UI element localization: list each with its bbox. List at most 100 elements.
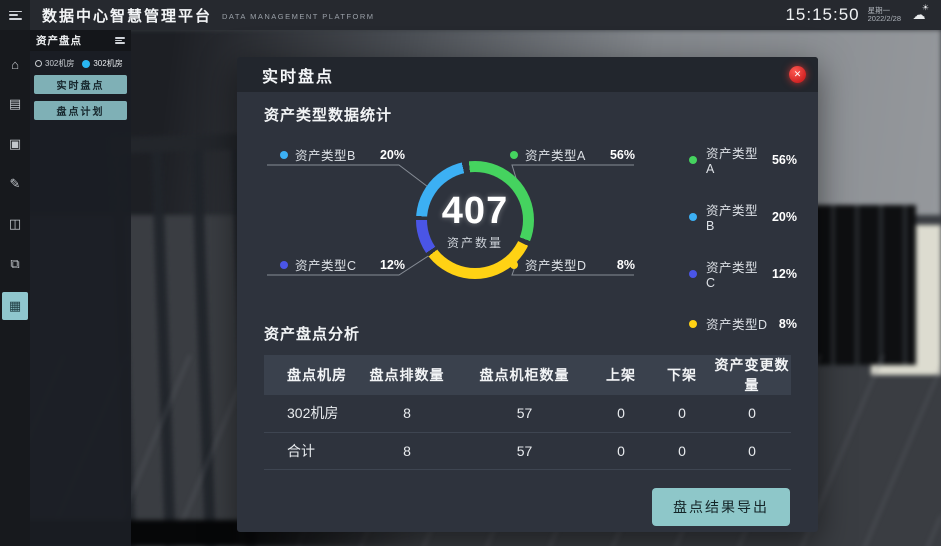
col-room: 盘点机房 xyxy=(264,355,356,395)
partly-cloudy-icon[interactable]: ☁ ☀ xyxy=(912,3,930,22)
type-c-pct: 12% xyxy=(379,257,405,272)
top-header: 数据中心智慧管理平台 DATA MANAGEMENT PLATFORM 15:1… xyxy=(0,0,941,30)
hamburger-icon-bars xyxy=(8,10,22,20)
report-icon: ▦ xyxy=(8,298,22,313)
date-block: 星期一 2022/2/28 xyxy=(867,6,901,24)
type-c-dot-icon xyxy=(280,260,288,269)
date-label: 2022/2/28 xyxy=(867,14,901,23)
asset-type-donut-chart: 资产类型B 20% 资产类型A 56% 资产类型C 12% 资产类型D 8% xyxy=(264,137,797,332)
panel-menu-icon[interactable] xyxy=(115,37,125,44)
cell-total: 合计 xyxy=(264,432,356,470)
radio-room-2[interactable]: 302机房 xyxy=(82,58,123,69)
col-rows: 盘点排数量 xyxy=(356,355,458,395)
asset-total-label: 资产数量 xyxy=(446,235,503,250)
cell: 0 xyxy=(651,432,713,470)
realtime-inventory-button[interactable]: 实时盘点 xyxy=(34,75,127,94)
export-results-button[interactable]: 盘点结果导出 xyxy=(652,487,790,526)
table-row: 302机房 8 57 0 0 0 xyxy=(264,395,791,433)
modal-header: 实时盘点 ✕ xyxy=(237,57,818,92)
modal-title: 实时盘点 xyxy=(262,68,335,86)
panel-title: 资产盘点 xyxy=(36,35,82,47)
app-subtitle: DATA MANAGEMENT PLATFORM xyxy=(222,12,375,21)
col-mounted: 上架 xyxy=(591,355,651,395)
cell: 0 xyxy=(591,432,651,470)
inventory-analysis-table: 盘点机房 盘点排数量 盘点机柜数量 上架 下架 资产变更数量 302机房 8 5… xyxy=(264,355,791,470)
legend-a-name: 资产类型A xyxy=(706,147,759,176)
legend-item-c: 资产类型C 12% xyxy=(689,257,797,290)
sidebar-item-links[interactable]: ⧉ xyxy=(2,252,28,276)
header-right: 15:15:50 星期一 2022/2/28 ☁ ☀ xyxy=(785,3,941,25)
cell: 57 xyxy=(458,395,591,433)
cell-room-302: 302机房 xyxy=(264,395,356,433)
callout-type-d: 资产类型D 8% xyxy=(510,255,635,274)
donut-ring: 407 资产数量 xyxy=(416,161,534,279)
type-b-dot-icon xyxy=(280,150,288,159)
type-b-name: 资产类型B xyxy=(295,149,356,163)
type-b-pct: 20% xyxy=(379,147,405,162)
callout-type-b: 资产类型B 20% xyxy=(280,145,405,164)
col-cabinets: 盘点机柜数量 xyxy=(458,355,591,395)
cell: 0 xyxy=(651,395,713,433)
monitor-icon: ◫ xyxy=(8,216,22,231)
type-d-name: 资产类型D xyxy=(525,259,587,273)
legend-a-dot-icon xyxy=(689,155,697,164)
donut-center: 407 资产数量 xyxy=(427,172,523,268)
type-a-dot-icon xyxy=(510,150,518,159)
table-section-title: 资产盘点分析 xyxy=(264,326,361,343)
legend-a-pct: 56% xyxy=(771,152,797,167)
pen-icon: ✎ xyxy=(9,176,21,191)
legend-d-pct: 8% xyxy=(778,316,797,331)
icon-sidebar: ⌂ ▤ ▣ ✎ ◫ ⧉ ▦ xyxy=(0,30,30,546)
room-radio-group: 302机房 302机房 xyxy=(30,51,131,75)
asset-total-value: 407 xyxy=(441,189,509,232)
sidebar-item-gallery[interactable]: ▣ xyxy=(2,132,28,156)
radio-room-1[interactable]: 302机房 xyxy=(35,58,74,69)
cell: 8 xyxy=(356,395,458,433)
cell: 0 xyxy=(713,395,791,433)
modal-body: 资产类型数据统计 资产类型B 20% 资产类型A 56% xyxy=(237,92,818,526)
table-header-row: 盘点机房 盘点排数量 盘点机柜数量 上架 下架 资产变更数量 xyxy=(264,355,791,395)
legend-item-d: 资产类型D 8% xyxy=(689,314,797,333)
legend-item-b: 资产类型B 20% xyxy=(689,200,797,233)
app-title: 数据中心智慧管理平台 xyxy=(42,7,213,25)
hamburger-icon[interactable] xyxy=(0,0,30,30)
legend-c-name: 资产类型C xyxy=(706,261,759,290)
legend-b-pct: 20% xyxy=(771,209,797,224)
asset-inventory-panel: 资产盘点 302机房 302机房 实时盘点 盘点计划 xyxy=(30,30,131,546)
sidebar-item-monitor[interactable]: ◫ xyxy=(2,212,28,236)
type-a-pct: 56% xyxy=(609,147,635,162)
cell: 0 xyxy=(591,395,651,433)
callout-type-c: 资产类型C 12% xyxy=(280,255,405,274)
chart-legend: 资产类型A 56% 资产类型B 20% 资产类型C 12% xyxy=(689,143,797,333)
sidebar-item-annotate[interactable]: ✎ xyxy=(2,172,28,196)
radio-room-1-label: 302机房 xyxy=(45,59,75,68)
clock: 15:15:50 xyxy=(785,5,860,24)
type-d-dot-icon xyxy=(510,260,518,269)
panel-header: 资产盘点 xyxy=(30,30,131,51)
server-rack-icon: ▤ xyxy=(8,96,22,111)
type-a-name: 资产类型A xyxy=(525,149,586,163)
cell: 8 xyxy=(356,432,458,470)
legend-d-name: 资产类型D xyxy=(706,318,768,332)
chart-section-title: 资产类型数据统计 xyxy=(264,107,393,124)
type-c-name: 资产类型C xyxy=(295,259,357,273)
legend-c-dot-icon xyxy=(689,269,697,278)
sidebar-item-inventory-active[interactable]: ▦ xyxy=(2,292,28,320)
callout-type-a: 资产类型A 56% xyxy=(510,145,635,164)
legend-b-dot-icon xyxy=(689,212,697,221)
table-row-total: 合计 8 57 0 0 0 xyxy=(264,432,791,470)
cell: 57 xyxy=(458,432,591,470)
inventory-plan-button[interactable]: 盘点计划 xyxy=(34,101,127,120)
legend-b-name: 资产类型B xyxy=(706,204,759,233)
radio-unchecked-icon xyxy=(35,60,42,67)
sidebar-item-racks[interactable]: ▤ xyxy=(2,92,28,116)
home-icon: ⌂ xyxy=(11,56,19,72)
realtime-inventory-modal: 实时盘点 ✕ 资产类型数据统计 资产类型B 20% 资 xyxy=(237,57,818,532)
type-d-pct: 8% xyxy=(616,257,635,272)
scene-server-racks xyxy=(811,205,916,365)
sidebar-item-home[interactable]: ⌂ xyxy=(2,52,28,76)
link-icon: ⧉ xyxy=(10,256,20,271)
close-icon[interactable]: ✕ xyxy=(789,66,806,83)
radio-room-2-label: 302机房 xyxy=(93,59,123,68)
